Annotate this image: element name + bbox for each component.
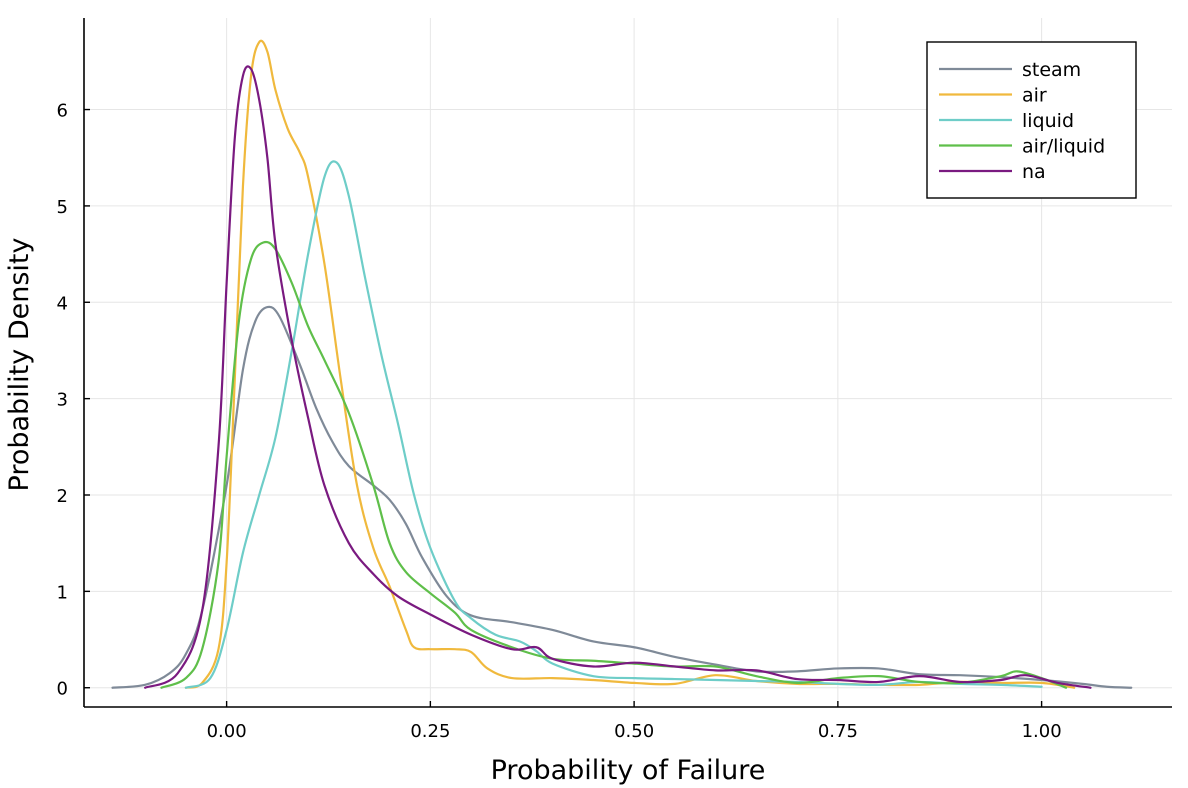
legend-label-steam: steam [1022, 59, 1081, 81]
y-tick-label: 3 [57, 390, 68, 411]
series-line-na [144, 65, 1092, 689]
series-line-air-liquid [160, 240, 1068, 689]
x-tick-label: 0.75 [818, 721, 858, 742]
grid [84, 18, 1172, 707]
y-tick-label: 6 [57, 101, 68, 122]
y-tick-label: 4 [57, 293, 68, 314]
x-axis-title: Probability of Failure [491, 755, 766, 786]
x-tick-label: 0.25 [410, 721, 450, 742]
x-tick-label: 0.50 [614, 721, 654, 742]
series-layer [111, 39, 1133, 689]
legend-label-air: air [1022, 85, 1047, 107]
legend-label-air-liquid: air/liquid [1022, 136, 1105, 158]
x-tick-label: 0.00 [207, 721, 247, 742]
y-tick-label: 0 [57, 679, 68, 700]
series-line-steam [111, 305, 1133, 689]
y-tick-label: 5 [57, 197, 68, 218]
ticks: 0.00 0.25 0.50 0.75 1.00 0 1 2 3 4 5 6 [57, 101, 1062, 742]
y-tick-label: 2 [57, 486, 68, 507]
x-tick-label: 1.00 [1022, 721, 1062, 742]
legend-label-na: na [1022, 161, 1046, 183]
y-tick-label: 1 [57, 582, 68, 603]
legend-label-liquid: liquid [1022, 110, 1074, 132]
y-axis-title: Probability Density [4, 238, 35, 492]
series-line-air [184, 39, 1076, 689]
axes [83, 18, 1172, 708]
legend: steam air liquid air/liquid na [926, 41, 1137, 199]
